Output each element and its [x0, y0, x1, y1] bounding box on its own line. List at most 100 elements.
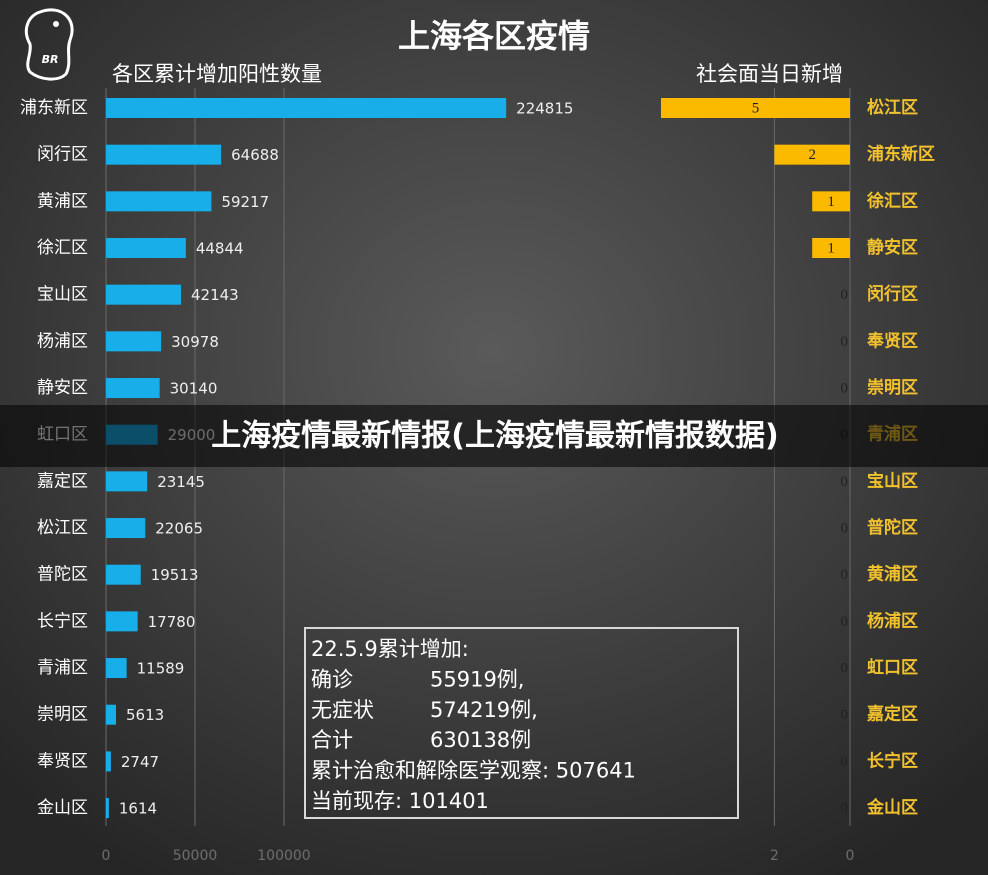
value-label: 0 — [841, 380, 849, 396]
category-label: 奉贤区 — [37, 751, 88, 771]
bar — [106, 191, 212, 212]
bar — [661, 98, 850, 118]
note-text: 22.5.9累计增加: — [311, 637, 469, 661]
value-label: 1 — [827, 240, 835, 256]
value-label: 224815 — [516, 100, 573, 118]
category-label: 闵行区 — [37, 145, 88, 165]
value-label: 23145 — [157, 473, 205, 491]
bar — [106, 704, 116, 725]
bar — [812, 191, 850, 212]
category-label: 杨浦区 — [37, 331, 88, 351]
bar — [106, 98, 507, 118]
value-label: 64688 — [231, 146, 279, 164]
note-text: 合计 — [311, 728, 353, 752]
value-label: 22065 — [155, 520, 203, 538]
chart-title: 各区累计增加阳性数量 — [112, 62, 322, 86]
category-label: 青浦区 — [37, 658, 88, 678]
bar — [774, 144, 850, 165]
value-label: 59217 — [221, 193, 269, 211]
category-label: 长宁区 — [867, 750, 918, 771]
banner: 上海疫情最新情报(上海疫情最新情报数据) — [0, 405, 988, 467]
value-label: 5 — [752, 100, 760, 116]
note-text: 累计治愈和解除医学观察: 507641 — [311, 759, 636, 783]
value-label: 1 — [827, 194, 835, 210]
value-label: 42143 — [191, 286, 239, 304]
x-tick-label: 2 — [770, 848, 779, 864]
x-tick-label: 100000 — [257, 848, 310, 864]
note-border — [304, 627, 739, 819]
value-label: 0 — [841, 800, 849, 816]
category-label: 徐汇区 — [37, 238, 88, 258]
category-label: 金山区 — [866, 797, 918, 818]
bar — [106, 238, 186, 259]
banner-text: 上海疫情最新情报(上海疫情最新情报数据) — [211, 419, 778, 454]
note-text: 630138例 — [430, 728, 531, 752]
category-label: 黄浦区 — [867, 564, 918, 585]
category-label: 嘉定区 — [866, 704, 918, 725]
logo-text: BR — [42, 53, 59, 66]
value-label: 2 — [808, 147, 816, 163]
bar — [106, 284, 182, 305]
value-label: 2747 — [121, 753, 159, 771]
category-label: 松江区 — [867, 97, 918, 118]
value-label: 11589 — [137, 660, 185, 678]
value-label: 0 — [841, 660, 849, 676]
category-label: 浦东新区 — [867, 144, 935, 165]
category-label: 虹口区 — [867, 658, 918, 678]
value-label: 1614 — [119, 800, 157, 818]
x-tick-label: 50000 — [173, 848, 218, 864]
category-label: 崇明区 — [867, 378, 918, 398]
value-label: 0 — [841, 707, 849, 723]
note-text: 55919例, — [430, 667, 524, 691]
value-label: 0 — [841, 754, 849, 770]
note-text: 确诊 — [311, 667, 353, 691]
value-label: 44844 — [196, 240, 244, 258]
category-label: 奉贤区 — [866, 330, 918, 351]
chart-title: 社会面当日新增 — [696, 62, 843, 86]
category-label: 静安区 — [37, 378, 88, 398]
value-label: 0 — [841, 614, 849, 630]
value-label: 19513 — [151, 566, 199, 584]
category-label: 松江区 — [37, 518, 88, 538]
category-label: 浦东新区 — [20, 98, 88, 118]
value-label: 0 — [841, 474, 849, 490]
category-label: 宝山区 — [867, 470, 918, 491]
value-label: 0 — [841, 287, 849, 303]
note-text: 当前现存: 101401 — [311, 789, 489, 813]
category-label: 崇明区 — [37, 705, 88, 725]
note-box: 22.5.9累计增加: 确诊 55919例, 无症状 574219例, 合计 630138例… — [304, 627, 739, 819]
category-label: 普陀区 — [37, 565, 88, 585]
note-text: 无症状 — [311, 698, 374, 722]
category-label: 普陀区 — [867, 517, 918, 538]
category-label: 金山区 — [37, 798, 88, 818]
x-tick-label: 0 — [102, 848, 111, 864]
bar — [106, 611, 138, 632]
logo: BR — [24, 8, 74, 81]
value-label: 0 — [841, 567, 849, 583]
bar — [106, 564, 141, 585]
bar — [106, 518, 146, 539]
category-label: 闵行区 — [867, 284, 918, 305]
bar — [812, 238, 850, 259]
value-label: 30978 — [171, 333, 219, 351]
note-text: 574219例, — [430, 698, 538, 722]
value-label: 17780 — [148, 613, 196, 631]
bar — [106, 471, 148, 492]
category-label: 黄浦区 — [37, 191, 88, 211]
bar — [106, 144, 222, 165]
category-label: 长宁区 — [37, 611, 88, 631]
value-label: 5613 — [126, 706, 164, 724]
category-label: 杨浦区 — [867, 610, 918, 631]
main-title: 上海各区疫情 — [398, 17, 590, 55]
category-label: 嘉定区 — [37, 471, 88, 491]
banner-bg — [0, 405, 988, 467]
x-tick-label: 0 — [846, 848, 855, 864]
value-label: 0 — [841, 520, 849, 536]
category-label: 静安区 — [867, 237, 918, 258]
bar — [106, 798, 109, 819]
bar — [106, 378, 160, 399]
bar — [106, 751, 111, 772]
value-label: 0 — [841, 334, 849, 350]
category-label: 宝山区 — [37, 285, 88, 305]
bar — [106, 658, 127, 679]
